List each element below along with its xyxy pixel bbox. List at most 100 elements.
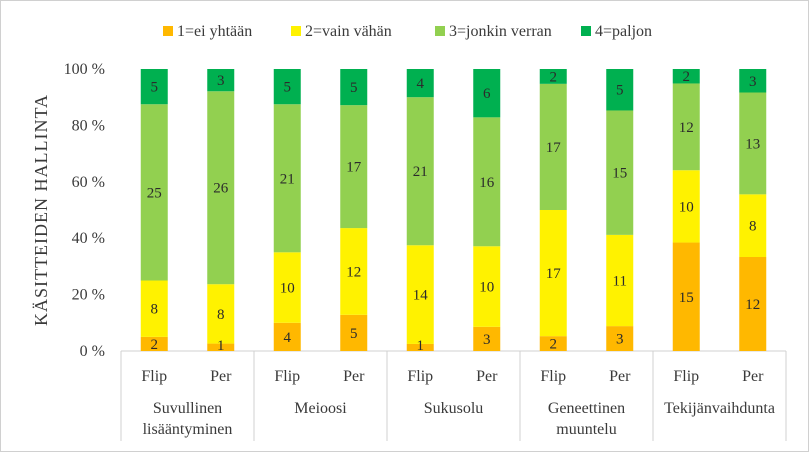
bar-segment — [473, 69, 501, 118]
x-tick-label: Flip — [274, 368, 300, 385]
x-tick-label: Per — [742, 368, 764, 385]
data-label: 10 — [479, 280, 494, 296]
data-label: 12 — [745, 297, 760, 313]
x-tick-label: Flip — [540, 368, 566, 385]
data-label: 13 — [745, 136, 760, 152]
bar-segment — [406, 69, 434, 98]
data-label: 12 — [679, 120, 694, 136]
data-label: 26 — [213, 181, 229, 197]
bar-segment — [672, 170, 700, 243]
bar-segment — [406, 97, 434, 246]
bar-segment — [739, 194, 767, 257]
y-tick-label: 40 % — [72, 230, 105, 247]
legend-label: 4=paljon — [595, 23, 652, 40]
bar-segment — [672, 83, 700, 171]
data-label: 11 — [613, 274, 627, 290]
data-label: 5 — [350, 326, 358, 342]
bar-segment — [406, 245, 434, 344]
bar-segment — [539, 336, 567, 351]
group-label: Suvullinen — [153, 400, 222, 417]
bar-segment — [539, 69, 567, 84]
data-label: 16 — [479, 175, 495, 191]
data-label: 5 — [151, 80, 159, 96]
y-axis-label: KÄSITTEIDEN HALLINTA — [31, 94, 51, 326]
legend-label: 2=vain vähän — [305, 23, 392, 40]
group-label: Sukusolu — [424, 400, 484, 417]
group-label: muuntelu — [556, 421, 616, 438]
bar-segment — [606, 110, 634, 235]
bar-segment — [340, 105, 368, 229]
data-label: 21 — [280, 171, 295, 187]
bar-segment — [739, 69, 767, 93]
legend-label: 1=ei yhtään — [177, 23, 252, 40]
y-tick-label: 0 % — [80, 343, 105, 360]
bar-segment — [140, 336, 168, 351]
bar-segment — [273, 322, 301, 351]
data-label: 2 — [683, 69, 691, 85]
data-label: 12 — [346, 264, 361, 280]
data-label: 6 — [483, 86, 491, 102]
legend-label: 3=jonkin verran — [449, 23, 552, 40]
data-label: 10 — [679, 199, 694, 215]
data-label: 2 — [550, 69, 558, 85]
bar-segment — [273, 69, 301, 105]
data-label: 1 — [417, 338, 425, 354]
data-label: 21 — [413, 164, 428, 180]
data-label: 4 — [417, 76, 425, 92]
data-label: 10 — [280, 281, 295, 297]
bar-segment — [473, 246, 501, 327]
bar-segment — [739, 257, 767, 351]
data-label: 3 — [483, 332, 491, 348]
data-label: 3 — [749, 74, 757, 90]
x-tick-label: Per — [210, 368, 232, 385]
data-label: 8 — [217, 307, 225, 323]
data-label: 17 — [346, 160, 362, 176]
bar-segment — [672, 69, 700, 84]
bar-segment — [207, 284, 235, 344]
x-tick-label: Flip — [407, 368, 433, 385]
bar-segment — [606, 234, 634, 327]
bar-segment — [606, 69, 634, 111]
x-tick-label: Flip — [673, 368, 699, 385]
x-tick-label: Flip — [141, 368, 167, 385]
legend-swatch — [163, 26, 173, 36]
y-tick-label: 100 % — [64, 61, 105, 78]
x-tick-label: Per — [476, 368, 498, 385]
x-tick-label: Per — [609, 368, 631, 385]
data-label: 17 — [546, 140, 562, 156]
data-label: 15 — [679, 290, 694, 306]
legend-swatch — [581, 26, 591, 36]
y-tick-label: 80 % — [72, 117, 105, 134]
data-label: 14 — [413, 288, 429, 304]
bar-segment — [340, 69, 368, 106]
bar-segment — [672, 242, 700, 351]
bar-segment — [539, 83, 567, 210]
bar-segment — [539, 210, 567, 337]
bar-segment — [606, 326, 634, 351]
bar-segment — [207, 69, 235, 92]
data-label: 8 — [151, 302, 159, 318]
data-label: 3 — [217, 73, 225, 89]
data-label: 5 — [350, 80, 358, 96]
bar-segment — [207, 343, 235, 351]
data-label: 3 — [616, 332, 624, 348]
y-tick-label: 20 % — [72, 287, 105, 304]
x-axis: Flip Per Flip Per Flip Per Flip Per Flip Per Suvul… — [120, 351, 787, 441]
bar-segment — [140, 69, 168, 105]
bar-segment — [473, 326, 501, 351]
data-label: 5 — [284, 80, 292, 96]
data-label: 4 — [284, 330, 292, 346]
group-label: Geneettinen — [548, 400, 625, 417]
bar-segment — [739, 92, 767, 195]
bar-segment — [140, 280, 168, 337]
bar-segment — [273, 252, 301, 323]
legend-swatch — [291, 26, 301, 36]
y-tick-label: 60 % — [72, 174, 105, 191]
legend: 1=ei yhtään 2=vain vähän 3=jonkin verran 4=… — [163, 23, 652, 40]
bar-segment — [273, 104, 301, 253]
bar-segment — [340, 228, 368, 315]
data-label: 8 — [749, 219, 757, 235]
data-label: 2 — [550, 337, 558, 353]
data-label: 25 — [147, 185, 162, 201]
bar-segment — [340, 314, 368, 351]
